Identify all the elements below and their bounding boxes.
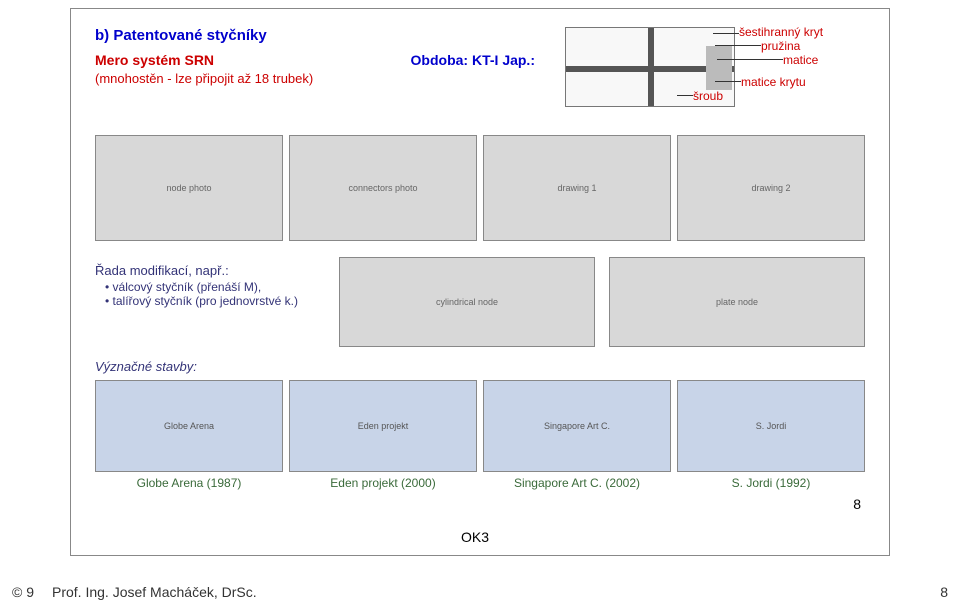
image-row-buildings: Globe Arena Eden projekt Singapore Art C…	[95, 380, 865, 472]
caption-singapore: Singapore Art C. (2002)	[483, 476, 671, 490]
mero-system: Mero systém SRN	[95, 52, 214, 68]
label-kryt: šestihranný kryt	[739, 25, 823, 39]
outer-page-number: 8	[940, 584, 948, 600]
image-singapore: Singapore Art C.	[483, 380, 671, 472]
image-jordi: S. Jordi	[677, 380, 865, 472]
image-connectors-photo: connectors photo	[289, 135, 477, 241]
diagram-labels-block: šestihranný kryt pružina matice matice k…	[565, 27, 865, 117]
image-drawing-2: drawing 2	[677, 135, 865, 241]
mod-item-1: válcový styčník (přenáší M),	[105, 280, 325, 294]
ok3-label: OK3	[461, 529, 489, 545]
image-eden: Eden projekt	[289, 380, 477, 472]
image-globe-arena: Globe Arena	[95, 380, 283, 472]
label-matice: matice	[783, 53, 818, 67]
inner-page-number: 8	[95, 496, 865, 512]
caption-eden: Eden projekt (2000)	[289, 476, 477, 490]
caption-globe: Globe Arena (1987)	[95, 476, 283, 490]
mod-item-2: talířový styčník (pro jednovrstvé k.)	[105, 294, 325, 308]
footer-author: Prof. Ing. Josef Macháček, DrSc.	[52, 584, 257, 600]
obdoba-label: Obdoba: KT-I Jap.:	[411, 52, 535, 68]
label-sroub: šroub	[693, 89, 723, 103]
modifications-list: válcový styčník (přenáší M), talířový st…	[95, 280, 325, 308]
image-row-1: node photo connectors photo drawing 1 dr…	[95, 135, 865, 241]
mero-line: Mero systém SRN Obdoba: KT-I Jap.:	[95, 52, 535, 68]
vyznacne-stavby-label: Význačné stavby:	[95, 359, 865, 374]
heading-b: b) Patentované styčníky	[95, 27, 535, 44]
top-left-text: b) Patentované styčníky Mero systém SRN …	[95, 27, 535, 86]
image-node-photo: node photo	[95, 135, 283, 241]
label-pruzina: pružina	[761, 39, 800, 53]
footer: © 9 Prof. Ing. Josef Macháček, DrSc.	[12, 584, 257, 600]
modifications-title: Řada modifikací, např.:	[95, 263, 325, 278]
modifications-text: Řada modifikací, např.: válcový styčník …	[95, 257, 325, 308]
top-row: b) Patentované styčníky Mero systém SRN …	[95, 27, 865, 117]
label-matice-krytu: matice krytu	[741, 75, 806, 89]
image-plate-node: plate node	[609, 257, 865, 347]
captions-row: Globe Arena (1987) Eden projekt (2000) S…	[95, 476, 865, 490]
mid-row: Řada modifikací, např.: válcový styčník …	[95, 257, 865, 347]
mnohosten-note: (mnohostěn - lze připojit až 18 trubek)	[95, 71, 535, 86]
caption-jordi: S. Jordi (1992)	[677, 476, 865, 490]
footer-copyright: © 9	[12, 584, 34, 600]
image-cylindrical-node: cylindrical node	[339, 257, 595, 347]
slide-frame: b) Patentované styčníky Mero systém SRN …	[70, 8, 890, 556]
image-drawing-1: drawing 1	[483, 135, 671, 241]
